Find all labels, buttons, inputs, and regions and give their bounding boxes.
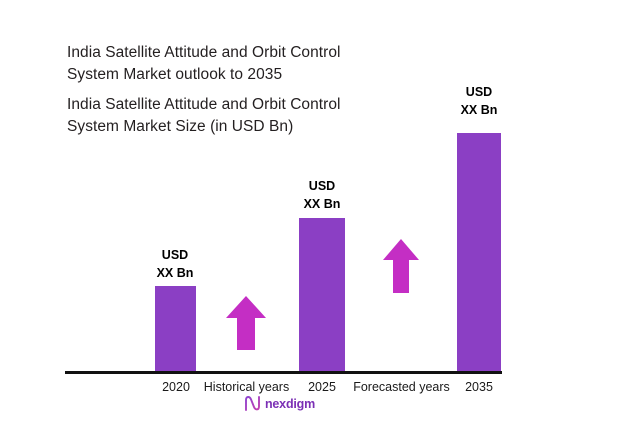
nexdigm-logo: nexdigm: [244, 396, 315, 411]
subtitle-line-1: India Satellite Attitude and Orbit Contr…: [67, 96, 341, 113]
title-line-1: India Satellite Attitude and Orbit Contr…: [67, 44, 341, 61]
bar-2020: [155, 286, 196, 371]
period-label-forecast: Forecasted years: [353, 380, 450, 394]
x-tick-2035: 2035: [465, 380, 493, 394]
bar-label-2020-currency: USD: [161, 248, 189, 262]
bar-label-2035-value: XX Bn: [460, 103, 498, 117]
bar-label-2035: USD XX Bn: [434, 83, 524, 119]
title-line-2: System Market outlook to 2035: [67, 66, 283, 83]
bar-label-2020-value: XX Bn: [156, 266, 194, 280]
x-tick-2025: 2025: [308, 380, 336, 394]
bar-label-2025-currency: USD: [308, 179, 336, 193]
n-monogram-icon: [245, 396, 260, 411]
period-label-historical: Historical years: [203, 380, 290, 394]
bar-2025: [299, 218, 345, 371]
nexdigm-logo-text: nexdigm: [265, 396, 315, 411]
x-axis-line: [65, 371, 502, 374]
growth-arrow-historical-icon: [226, 296, 266, 350]
bar-label-2035-currency: USD: [465, 85, 493, 99]
bar-label-2025: USD XX Bn: [277, 177, 367, 213]
growth-arrow-forecast-icon: [383, 239, 419, 293]
subtitle-line-2: System Market Size (in USD Bn): [67, 118, 294, 135]
page-title: India Satellite Attitude and Orbit Contr…: [67, 42, 427, 86]
chart-subtitle: India Satellite Attitude and Orbit Contr…: [67, 94, 427, 138]
bar-2035: [457, 133, 501, 371]
bar-label-2025-value: XX Bn: [303, 197, 341, 211]
bar-label-2020: USD XX Bn: [130, 246, 220, 282]
x-tick-2020: 2020: [162, 380, 190, 394]
